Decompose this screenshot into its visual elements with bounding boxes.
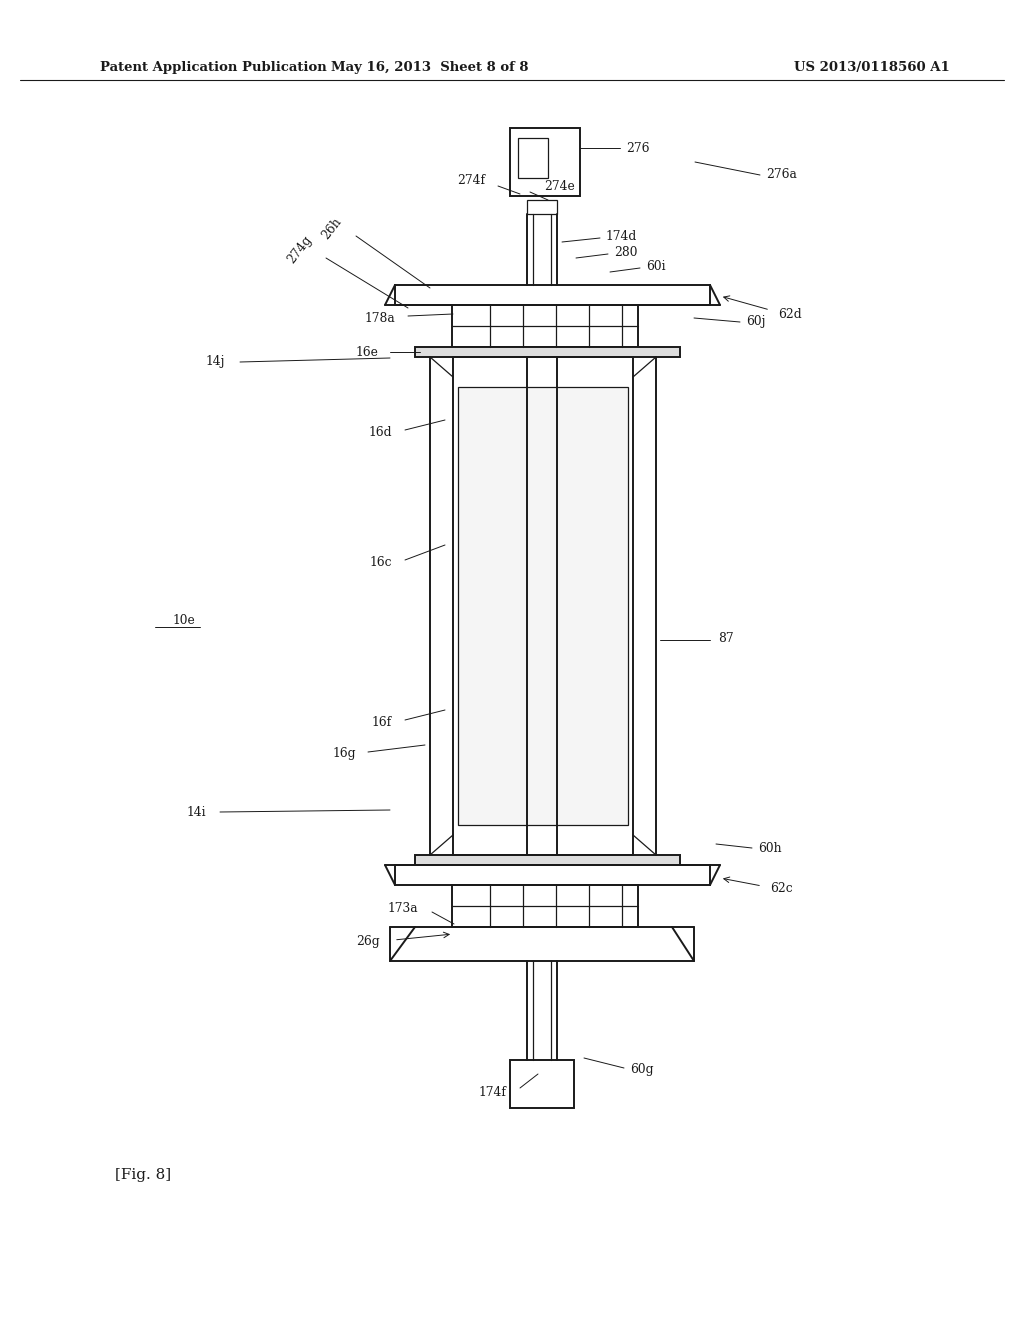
Text: Patent Application Publication: Patent Application Publication <box>100 62 327 74</box>
Text: 26h: 26h <box>319 215 344 242</box>
Text: 87: 87 <box>718 631 733 644</box>
Text: 26g: 26g <box>356 936 380 949</box>
Text: 280: 280 <box>614 246 638 259</box>
Bar <box>395 865 710 884</box>
Bar <box>415 855 680 865</box>
Text: 16d: 16d <box>369 425 392 438</box>
Text: 60h: 60h <box>758 842 781 854</box>
Text: 10e: 10e <box>172 614 195 627</box>
Text: US 2013/0118560 A1: US 2013/0118560 A1 <box>795 62 950 74</box>
Text: 276: 276 <box>626 141 649 154</box>
Bar <box>415 347 680 356</box>
Text: 60g: 60g <box>630 1064 653 1077</box>
Text: 60i: 60i <box>646 260 666 272</box>
Text: 16c: 16c <box>370 556 392 569</box>
Bar <box>518 139 548 178</box>
Text: 60j: 60j <box>746 315 766 329</box>
Bar <box>458 387 628 825</box>
Text: 62d: 62d <box>778 308 802 321</box>
Text: 14i: 14i <box>186 805 206 818</box>
Text: 16f: 16f <box>372 715 392 729</box>
Text: 178a: 178a <box>365 312 395 325</box>
Text: 16e: 16e <box>355 346 378 359</box>
Text: 173a: 173a <box>387 902 418 915</box>
Text: 174d: 174d <box>606 230 637 243</box>
Text: 276a: 276a <box>766 169 797 181</box>
Text: 16g: 16g <box>333 747 356 760</box>
Bar <box>527 201 557 214</box>
Bar <box>510 1060 574 1107</box>
Text: 274e: 274e <box>544 181 574 194</box>
Bar <box>395 285 710 305</box>
Bar <box>510 128 580 195</box>
Text: 274f: 274f <box>457 174 485 187</box>
Bar <box>452 884 638 927</box>
Bar <box>452 305 638 347</box>
Text: 174f: 174f <box>478 1085 506 1098</box>
Text: May 16, 2013  Sheet 8 of 8: May 16, 2013 Sheet 8 of 8 <box>331 62 528 74</box>
Text: 14j: 14j <box>206 355 225 368</box>
Text: [Fig. 8]: [Fig. 8] <box>115 1168 171 1181</box>
Text: 62c: 62c <box>770 882 793 895</box>
Text: 274g: 274g <box>285 234 314 267</box>
